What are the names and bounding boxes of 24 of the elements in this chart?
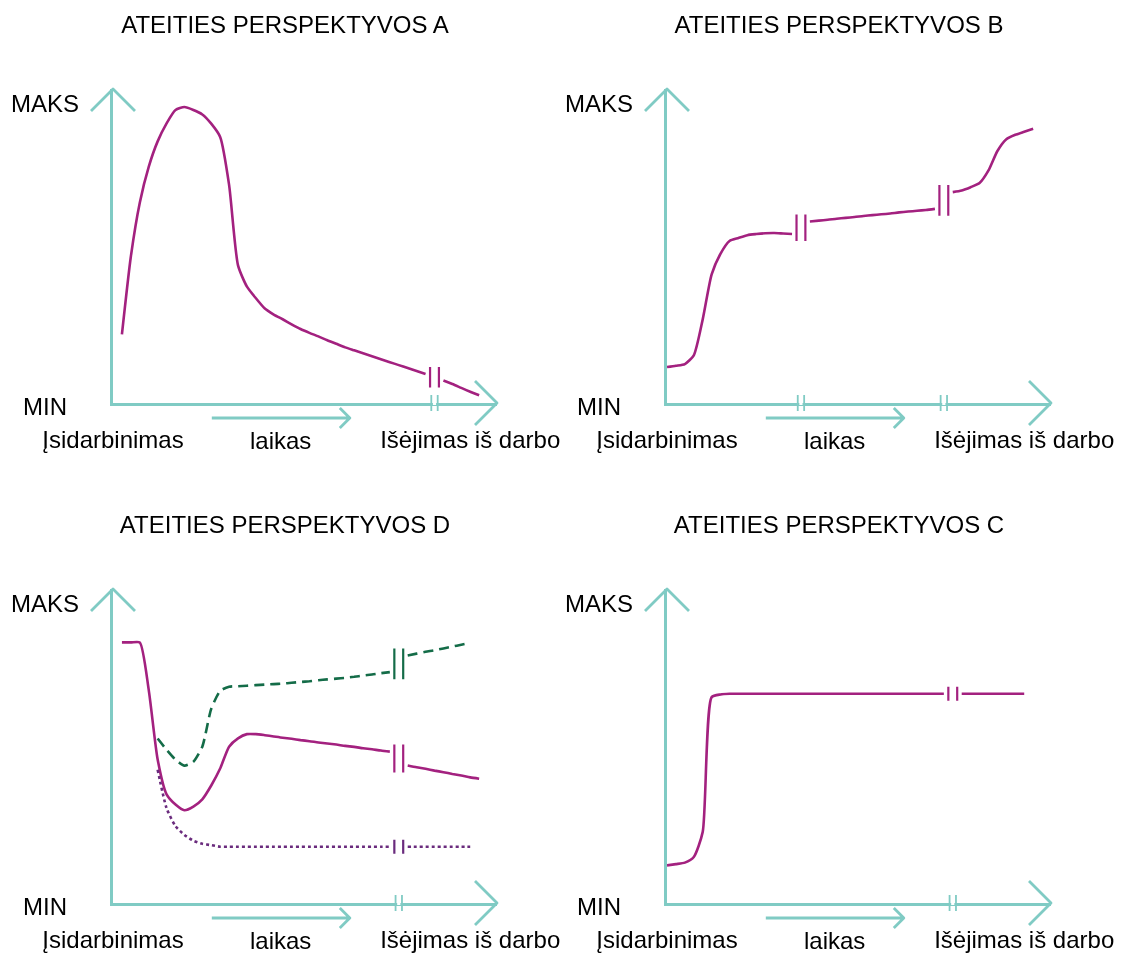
x-tick-label: Išėjimas iš darbo <box>380 425 561 453</box>
x-axis-title: laikas <box>804 927 866 954</box>
x-tick-label: Įsidarbinimas <box>42 925 184 953</box>
chart-title: ATEITIES PERSPEKTYVOS C <box>673 511 1005 539</box>
text: MAKS <box>11 90 80 117</box>
x-axis-title: laikas <box>250 427 312 454</box>
x-tick-label: Išėjimas iš darbo <box>934 425 1115 453</box>
text: MAKS <box>565 590 634 617</box>
chart-title: ATEITIES PERSPEKTYVOS B <box>674 11 1004 39</box>
x-tick-label: Įsidarbinimas <box>596 425 738 453</box>
x-axis-title: laikas <box>804 427 866 454</box>
x-tick-label: Išėjimas iš darbo <box>380 925 561 953</box>
text: MAKS <box>565 90 634 117</box>
text: MAKS <box>11 590 80 617</box>
text: MIN <box>577 393 621 420</box>
text: MIN <box>23 893 67 920</box>
text: MIN <box>23 393 67 420</box>
x-tick-label: Išėjimas iš darbo <box>934 925 1115 953</box>
x-tick-label: Įsidarbinimas <box>42 425 184 453</box>
x-axis-title: laikas <box>250 927 312 954</box>
chart-title: ATEITIES PERSPEKTYVOS D <box>119 511 451 539</box>
chart-title: ATEITIES PERSPEKTYVOS A <box>121 11 449 39</box>
x-tick-label: Įsidarbinimas <box>596 925 738 953</box>
text: MIN <box>577 893 621 920</box>
